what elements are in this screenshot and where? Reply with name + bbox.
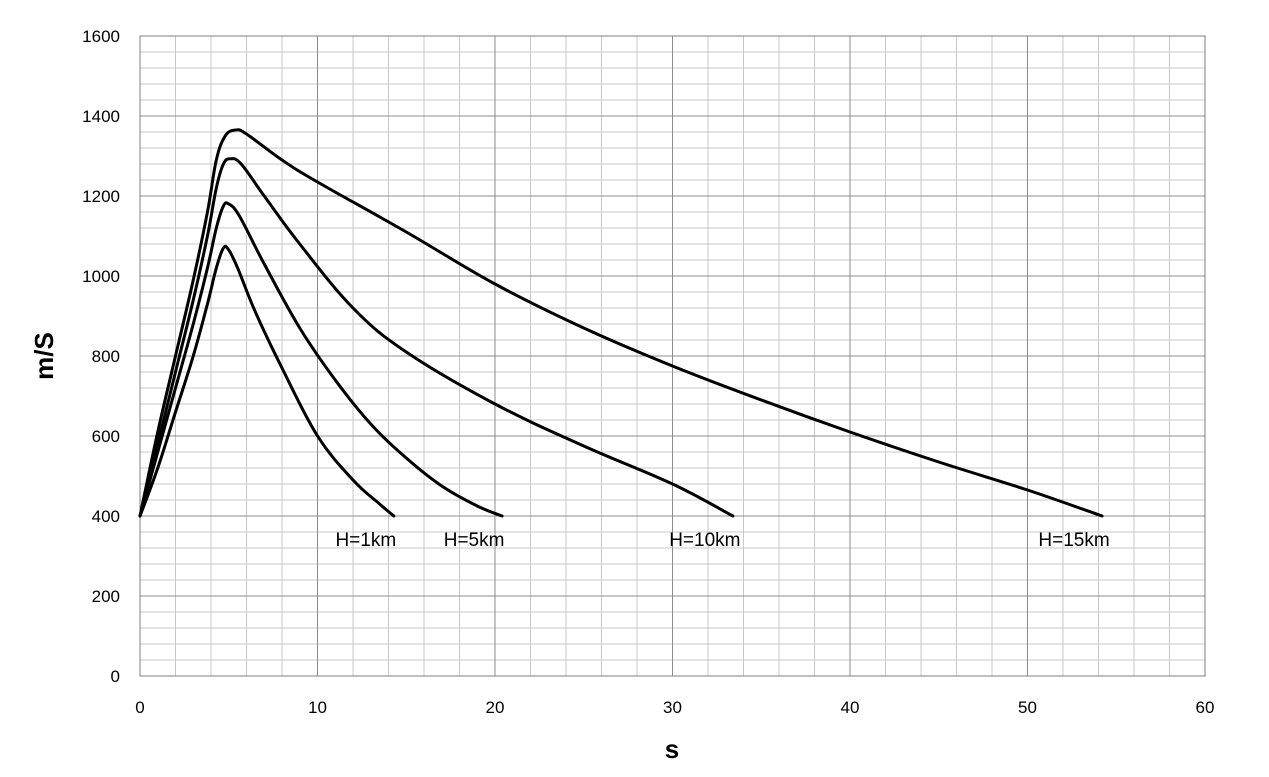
x-axis-tick-labels: 0 10 20 30 40 50 60 [135, 698, 1214, 717]
x-tick-label: 0 [135, 698, 144, 717]
y-tick-label: 1400 [82, 107, 120, 126]
x-tick-label: 40 [841, 698, 860, 717]
y-tick-label: 0 [111, 667, 120, 686]
y-axis-title: m/S [29, 332, 59, 380]
x-tick-label: 60 [1196, 698, 1215, 717]
series-line-h-10km [138, 157, 735, 518]
curve-label: H=1km [335, 530, 396, 551]
y-tick-label: 1600 [82, 27, 120, 46]
series-line-h-5km [138, 201, 504, 518]
curve-label: H=15km [1038, 530, 1109, 551]
plot-area-border [139, 35, 1206, 677]
series-line-h-15km [138, 128, 1104, 518]
x-tick-label: 10 [308, 698, 327, 717]
series-line-h-1km [138, 244, 396, 518]
y-tick-label: 1200 [82, 187, 120, 206]
x-axis-title: s [665, 734, 679, 764]
series-lines [138, 128, 1104, 518]
y-axis-tick-labels: 0 200 400 600 800 1000 1200 1400 1600 [82, 27, 120, 686]
curve-labels: H=1km H=5km H=10km H=15km [335, 530, 1109, 551]
x-tick-label: 20 [486, 698, 505, 717]
y-tick-label: 800 [92, 347, 120, 366]
curve-label: H=5km [444, 530, 505, 551]
x-tick-label: 30 [663, 698, 682, 717]
y-tick-label: 1000 [82, 267, 120, 286]
x-tick-label: 50 [1018, 698, 1037, 717]
y-tick-label: 600 [92, 427, 120, 446]
curve-label: H=10km [669, 530, 740, 551]
y-tick-label: 200 [92, 587, 120, 606]
y-tick-label: 400 [92, 507, 120, 526]
